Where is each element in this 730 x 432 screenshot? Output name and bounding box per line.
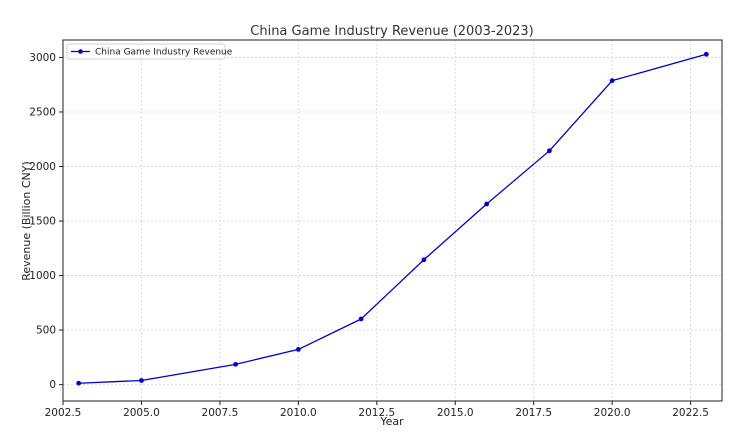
- x-tick-label: 2020.0: [594, 407, 631, 419]
- x-tick-label: 2015.0: [437, 407, 474, 419]
- series-line: [78, 53, 707, 384]
- data-point: [233, 361, 239, 367]
- x-tick-label: 2005.0: [123, 407, 160, 419]
- data-point: [703, 51, 709, 57]
- y-tick-label: 0: [49, 379, 56, 391]
- y-axis-label: Revenue (Billion CNY): [20, 161, 33, 281]
- legend: China Game Industry Revenue: [66, 43, 233, 60]
- x-tick-label: 2002.5: [45, 407, 82, 419]
- x-tick-label: 2007.5: [202, 407, 239, 419]
- data-point: [609, 78, 615, 84]
- series-layer: [76, 51, 709, 386]
- data-point: [76, 380, 82, 386]
- gridlines: [62, 40, 722, 401]
- legend-box: [66, 43, 226, 60]
- y-tick-label: 1500: [29, 216, 56, 228]
- data-point: [295, 347, 301, 352]
- y-tick-label: 2000: [29, 161, 56, 173]
- y-tick-label: 1000: [29, 270, 56, 282]
- axes: 2002.5 2005.0 2007.5 2010.0 2012.5 2015.0 2017…: [29, 52, 709, 419]
- x-tick-label: 2022.5: [672, 407, 709, 419]
- data-point: [139, 378, 144, 383]
- legend-series-marker: [78, 49, 83, 54]
- legend-series-label: China Game Industry Revenue: [95, 48, 233, 58]
- x-axis-label: Year: [379, 415, 404, 428]
- data-point: [484, 201, 490, 207]
- chart-title: China Game Industry Revenue (2003-2023): [250, 24, 533, 39]
- x-tick-label: 2010.0: [280, 407, 317, 419]
- y-tick-label: 2500: [29, 106, 56, 118]
- x-tick-label: 2012.5: [358, 407, 395, 419]
- y-tick-label: 3000: [29, 52, 56, 64]
- data-point: [421, 257, 427, 263]
- data-point: [547, 148, 552, 154]
- plot-area-frame: [62, 39, 723, 402]
- data-point: [358, 316, 364, 322]
- x-tick-label: 2017.5: [515, 407, 552, 419]
- y-tick-label: 500: [36, 325, 56, 337]
